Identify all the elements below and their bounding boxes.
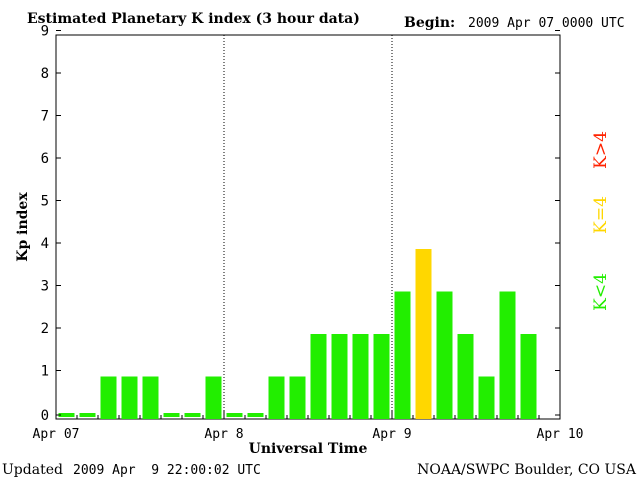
kp-bar: [142, 376, 159, 419]
kp-bar: [289, 376, 306, 419]
x-tick-label: Apr 8: [204, 427, 243, 442]
x-tick-label: Apr 9: [372, 427, 411, 442]
kp-bar: [394, 291, 411, 419]
kp-bar: [58, 413, 75, 417]
kp-bar: [415, 249, 432, 419]
legend-k-equal-4: K=4: [591, 196, 611, 234]
y-tick-label: 1: [41, 364, 49, 380]
x-tick-label: Apr 10: [537, 427, 584, 442]
x-axis: Apr 07 Apr 8 Apr 9 Apr 10: [33, 411, 584, 442]
kp-bar: [100, 376, 117, 419]
y-tick-label: 8: [41, 66, 49, 82]
y-tick-label: 6: [41, 151, 49, 167]
updated-value: 2009 Apr 9 22:00:02 UTC: [73, 463, 261, 478]
y-tick-label: 0: [41, 408, 49, 424]
y-axis: 0 1 2 3 4 5 6 7 8 9: [41, 24, 560, 424]
y-tick-label: 9: [41, 24, 49, 40]
y-axis-label: Kp index: [15, 192, 31, 262]
bars-group: [58, 249, 537, 419]
source-credit: NOAA/SWPC Boulder, CO USA: [417, 462, 637, 478]
legend-k-greater-4: K>4: [591, 131, 611, 169]
begin-label: Begin:: [404, 15, 455, 31]
kp-bar: [163, 413, 180, 417]
kp-bar: [520, 334, 537, 419]
kp-bar: [79, 413, 96, 417]
chart-title: Estimated Planetary K index (3 hour data…: [27, 11, 360, 27]
kp-bar: [373, 334, 390, 419]
updated-label: Updated: [2, 462, 63, 478]
kp-bar: [478, 376, 495, 419]
x-tick-label: Apr 07: [33, 427, 80, 442]
kp-bar: [352, 334, 369, 419]
kp-bar: [436, 291, 453, 419]
kp-bar: [247, 413, 264, 417]
kp-bar: [268, 376, 285, 419]
kp-bar: [226, 413, 243, 417]
y-tick-label: 4: [41, 236, 49, 252]
y-tick-label: 3: [41, 279, 49, 295]
kp-bar: [499, 291, 516, 419]
x-axis-label: Universal Time: [249, 441, 368, 457]
kp-bar: [184, 413, 201, 417]
y-tick-label: 7: [41, 109, 49, 125]
plot-frame: [55, 34, 561, 420]
y-tick-label: 2: [41, 321, 49, 337]
kp-bar: [331, 334, 348, 419]
legend-k-less-4: K<4: [591, 273, 611, 311]
kp-bar: [205, 376, 222, 419]
y-tick-label: 5: [41, 194, 49, 210]
kp-bar: [121, 376, 138, 419]
kp-bar: [457, 334, 474, 419]
begin-value: 2009 Apr 07 0000 UTC: [468, 16, 625, 31]
kp-bar: [310, 334, 327, 419]
